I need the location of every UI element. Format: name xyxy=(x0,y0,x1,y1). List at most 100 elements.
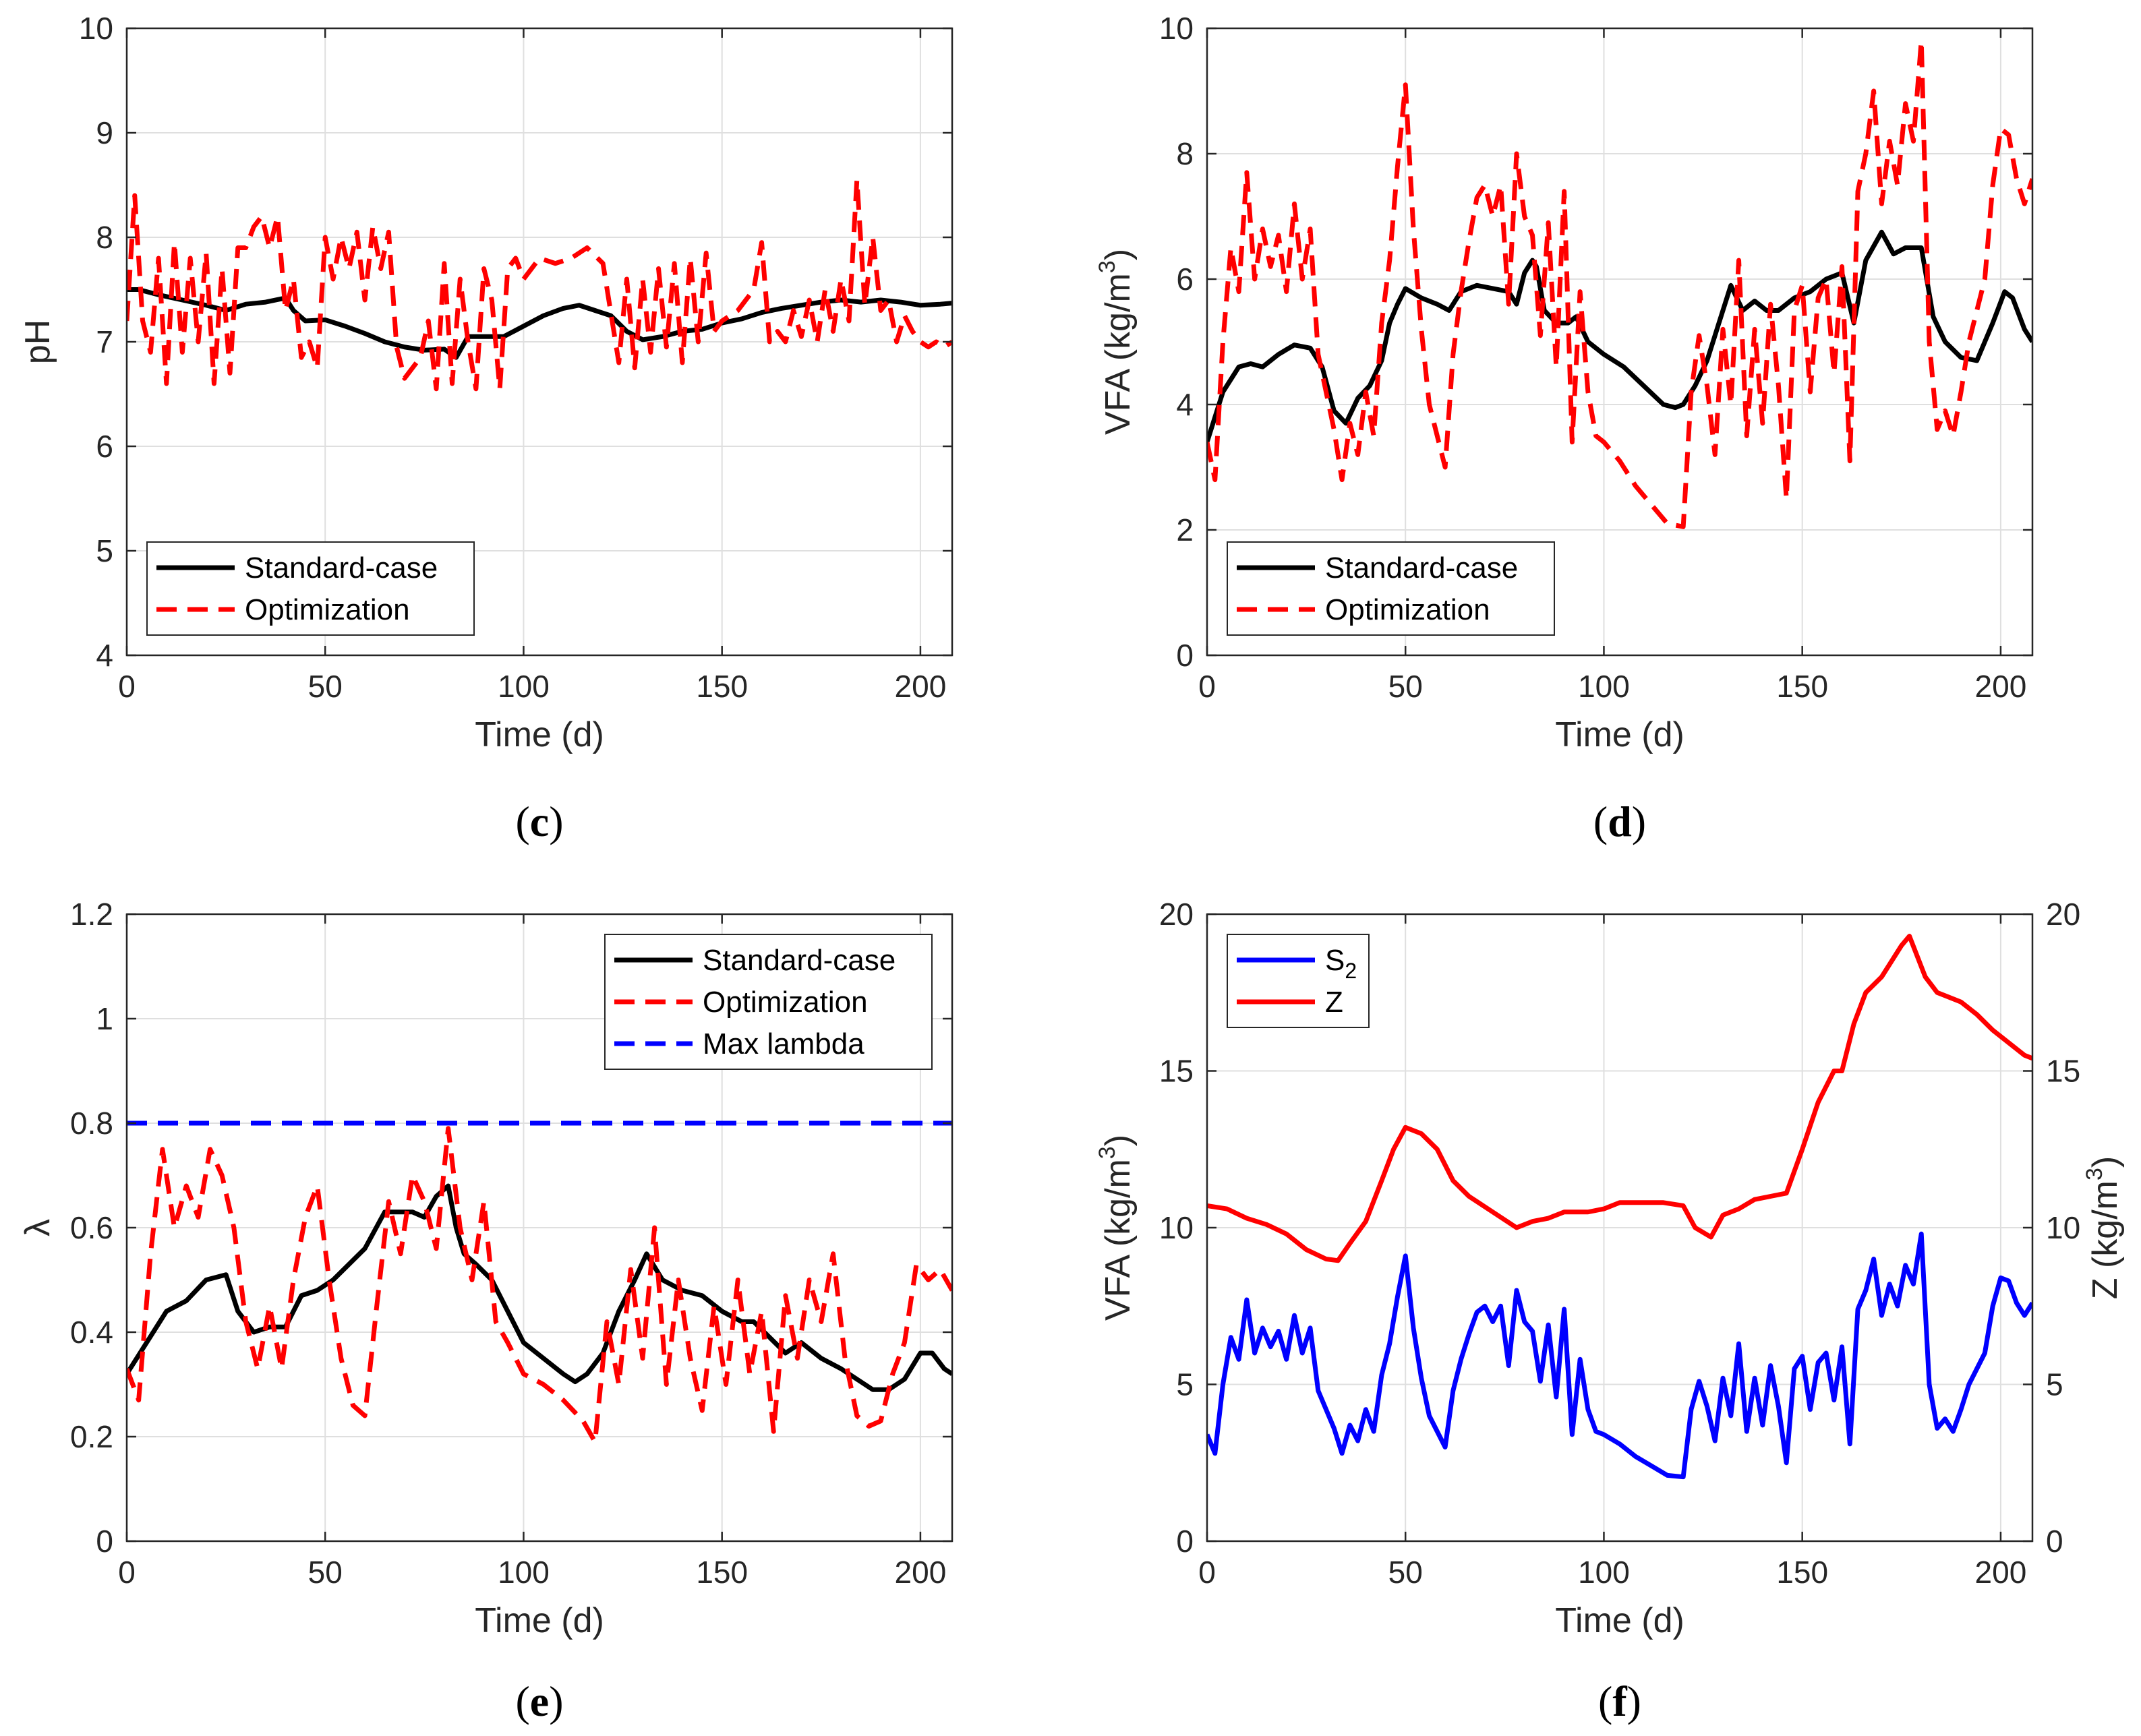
legend-label-text: Optimization xyxy=(703,986,868,1019)
y-axis-label-end: ) xyxy=(1098,1135,1138,1146)
series-line-1 xyxy=(1207,1231,2032,1480)
axes-frame xyxy=(1206,27,2034,657)
legend-label-text: Standard-case xyxy=(703,944,896,977)
series-line-2 xyxy=(127,177,952,392)
x-tick-label: 200 xyxy=(895,1555,947,1590)
x-tick-label: 50 xyxy=(1388,1555,1423,1590)
chart-c: 0 50 100 150 200 4 5 6 7 8 9 10 Time (d) pH Standard-c… xyxy=(18,11,954,845)
y-tick-label: 0.8 xyxy=(70,1106,113,1141)
legend-label-text: Standard-case xyxy=(1325,551,1518,585)
panel-label: (f) xyxy=(1598,1677,1641,1725)
y-right-tick-label: 0 xyxy=(2046,1524,2063,1559)
y-right-tick-label: 5 xyxy=(2046,1367,2063,1402)
legend-label-text: Max lambda xyxy=(703,1027,864,1060)
x-axis-label: Time (d) xyxy=(475,715,604,754)
x-tick-label: 150 xyxy=(696,669,748,704)
y-axis-label-sup: 3 xyxy=(1094,260,1120,273)
legend-label: Standard-case xyxy=(703,944,896,977)
x-tick-label: 50 xyxy=(308,1555,343,1590)
legend-label: Optimization xyxy=(1325,593,1490,626)
y-axis-label-text: pH xyxy=(18,320,57,364)
y-right-axis-label-text: Z (kg/m xyxy=(2086,1180,2125,1299)
y-tick-label: 4 xyxy=(96,638,113,673)
panel-label: (c) xyxy=(515,798,563,845)
legend-label-text: Optimization xyxy=(245,593,410,626)
y-tick-label: 6 xyxy=(1176,262,1194,297)
y-right-axis-label-end: ) xyxy=(2086,1156,2125,1168)
legend-label: Z xyxy=(1325,986,1343,1019)
x-tick-label: 0 xyxy=(118,1555,136,1590)
legend-label: Standard-case xyxy=(245,551,438,585)
x-axis-label: Time (d) xyxy=(475,1601,604,1640)
chart-e: 0 50 100 150 200 0 0.2 0.4 0.6 0.8 1 1.2 Time (d) λ St… xyxy=(18,897,954,1725)
x-tick-label: 200 xyxy=(1975,669,2027,704)
y-axis-label-text: VFA (kg/m xyxy=(1098,1159,1138,1321)
y-axis-label-sup: 3 xyxy=(1094,1146,1120,1159)
x-tick-label: 0 xyxy=(1198,1555,1216,1590)
y-tick-label: 0 xyxy=(1176,1524,1194,1559)
series-line-1 xyxy=(127,1183,952,1392)
series-line-1 xyxy=(1207,229,2032,443)
y-tick-label: 6 xyxy=(96,429,113,464)
legend-box xyxy=(1227,934,1370,1028)
y-axis-label: pH xyxy=(18,320,57,364)
legend-label-text: Optimization xyxy=(1325,593,1490,626)
x-tick-label: 200 xyxy=(1975,1555,2027,1590)
y-tick-label: 8 xyxy=(1176,136,1194,171)
legend: Standard-case Optimization Max lambda xyxy=(604,934,933,1070)
y-right-tick-label: 15 xyxy=(2046,1054,2080,1089)
panel-label: (d) xyxy=(1593,798,1646,845)
series-line-2 xyxy=(127,1126,952,1445)
y-tick-label: 0.2 xyxy=(70,1419,113,1454)
panel-letter: f xyxy=(1612,1677,1627,1725)
y-tick-label: 1 xyxy=(96,1001,113,1036)
legend-label-text: Standard-case xyxy=(245,551,438,585)
x-tick-label: 100 xyxy=(498,1555,550,1590)
x-tick-label: 100 xyxy=(1578,669,1630,704)
y-right-axis-label: Z (kg/m3) xyxy=(2082,1156,2125,1299)
y-tick-label: 15 xyxy=(1159,1054,1194,1089)
x-tick-label: 150 xyxy=(1776,669,1828,704)
y-tick-label: 4 xyxy=(1176,387,1194,422)
x-tick-label: 50 xyxy=(1388,669,1423,704)
y-tick-label: 8 xyxy=(96,220,113,255)
y-tick-label: 9 xyxy=(96,115,113,150)
legend: S2Z xyxy=(1227,934,1370,1028)
y-axis-label: VFA (kg/m3) xyxy=(1094,249,1138,435)
x-axis-label: Time (d) xyxy=(1555,715,1684,754)
y-right-tick-label: 10 xyxy=(2046,1210,2080,1245)
y-axis-label: λ xyxy=(18,1219,57,1236)
panel-label: (e) xyxy=(515,1677,563,1725)
panel-letter: e xyxy=(530,1677,549,1725)
y-tick-label: 10 xyxy=(79,11,113,46)
y-tick-label: 5 xyxy=(1176,1367,1194,1402)
y-tick-label: 10 xyxy=(1159,1210,1194,1245)
y-tick-label: 7 xyxy=(96,324,113,359)
y-axis-label: VFA (kg/m3) xyxy=(1094,1135,1138,1321)
x-axis-label: Time (d) xyxy=(1555,1601,1684,1640)
y-tick-label: 0 xyxy=(96,1524,113,1559)
legend-label-sub: 2 xyxy=(1345,959,1357,983)
series-line-1 xyxy=(127,287,952,360)
x-tick-label: 100 xyxy=(1578,1555,1630,1590)
legend-label: Max lambda xyxy=(703,1027,864,1060)
legend-label: Standard-case xyxy=(1325,551,1518,585)
legend: Standard-case Optimization xyxy=(146,541,475,636)
y-right-axis-label-sup: 3 xyxy=(2082,1168,2107,1180)
panel-letter: d xyxy=(1608,798,1632,845)
chart-d: 0 50 100 150 200 0 2 4 6 8 10 Time (d) VFA (kg/m3) St… xyxy=(1094,11,2034,845)
legend: Standard-case Optimization xyxy=(1227,541,1555,636)
legend-label: Optimization xyxy=(245,593,410,626)
x-tick-label: 150 xyxy=(1776,1555,1828,1590)
legend-label: S2 xyxy=(1325,944,1357,983)
x-tick-label: 150 xyxy=(696,1555,748,1590)
legend-label-text: Z xyxy=(1325,986,1343,1019)
x-tick-label: 100 xyxy=(498,669,550,704)
series-line-2 xyxy=(1207,38,2032,529)
y-tick-label: 1.2 xyxy=(70,897,113,932)
y-right-tick-label: 20 xyxy=(2046,897,2080,932)
y-tick-label: 20 xyxy=(1159,897,1194,932)
legend-box xyxy=(146,541,475,636)
